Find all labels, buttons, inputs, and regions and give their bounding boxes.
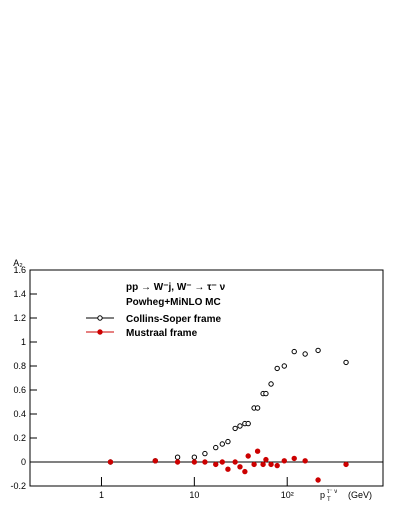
y-tick-label: -0.2 — [10, 481, 26, 491]
point — [237, 464, 243, 470]
point — [268, 461, 274, 468]
plot-frame — [29, 269, 384, 487]
point — [174, 454, 181, 460]
point — [191, 454, 198, 460]
point — [191, 459, 198, 465]
point — [260, 461, 266, 468]
x-axis-label-sup: τ⁻ ν — [327, 489, 337, 495]
x-axis-label: p — [320, 490, 325, 500]
point — [302, 458, 308, 464]
x-tick-label: 1 — [99, 490, 104, 500]
point — [281, 363, 287, 369]
point — [213, 444, 219, 451]
point — [343, 461, 349, 468]
point — [315, 347, 321, 354]
x-axis-label-unit: (GeV) — [348, 490, 372, 500]
point — [254, 448, 261, 454]
point — [274, 365, 280, 372]
point — [213, 461, 219, 468]
point — [343, 359, 349, 366]
point — [302, 351, 308, 357]
point — [107, 459, 114, 465]
y-axis-label: A₂ — [13, 258, 23, 268]
legend-title: pp → W⁻j, W⁻ → τ⁻ ν — [126, 282, 226, 293]
y-tick-label: 0.6 — [13, 385, 26, 395]
y-tick-label: 1 — [21, 337, 26, 347]
point — [242, 468, 248, 475]
point — [202, 450, 208, 457]
y-tick-label: 0 — [21, 457, 26, 467]
point — [291, 348, 297, 355]
point — [232, 459, 238, 465]
point — [174, 459, 181, 465]
point — [225, 466, 231, 472]
legend-marker — [97, 329, 103, 335]
point — [237, 423, 243, 429]
point — [268, 381, 274, 387]
legend-label: Mustraal frame — [126, 328, 198, 339]
point — [281, 458, 287, 464]
point — [263, 456, 269, 463]
y-tick-label: 0.4 — [13, 409, 26, 419]
point — [245, 453, 251, 459]
legend-marker — [97, 315, 103, 321]
point — [263, 390, 269, 397]
point — [202, 459, 208, 465]
point — [245, 420, 251, 427]
legend-subtitle: Powheg+MiNLO MC — [126, 297, 221, 308]
x-tick-label: 10 — [189, 490, 199, 500]
legend-label: Collins-Soper frame — [126, 314, 221, 325]
point — [232, 425, 238, 432]
point — [251, 461, 257, 468]
point — [254, 405, 261, 411]
y-tick-label: 0.2 — [13, 433, 26, 443]
point — [291, 455, 297, 462]
y-tick-label: 1.2 — [13, 313, 26, 323]
point — [274, 462, 280, 469]
point — [315, 477, 321, 483]
x-axis-label-sub: T — [327, 497, 331, 503]
point — [219, 441, 225, 447]
point — [219, 459, 225, 465]
y-tick-label: 1.4 — [13, 289, 26, 299]
x-tick-label: 10² — [281, 490, 294, 500]
y-tick-label: 0.8 — [13, 361, 26, 371]
point — [225, 438, 231, 445]
point — [152, 458, 159, 464]
y-tick-label: 1.6 — [13, 265, 26, 275]
